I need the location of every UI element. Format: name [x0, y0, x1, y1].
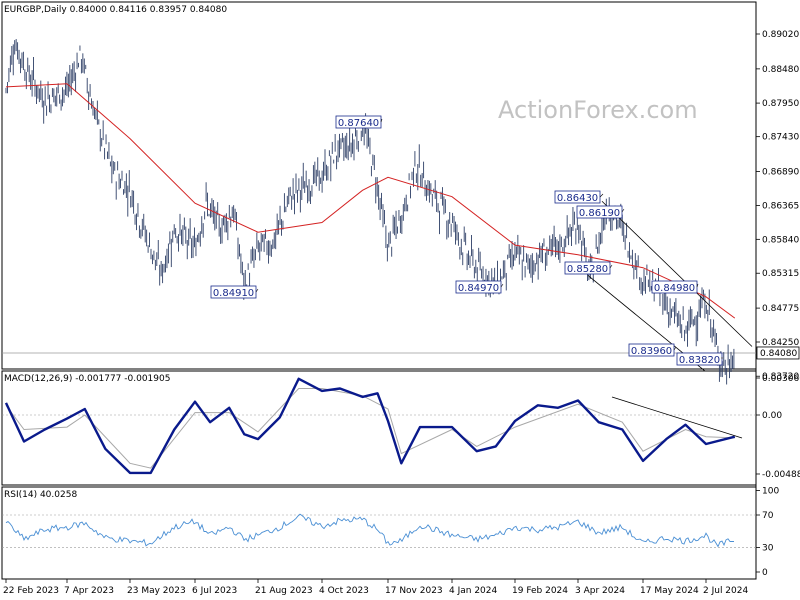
macd-trendline — [611, 396, 743, 439]
date-tick-label: 23 May 2023 — [127, 586, 186, 596]
price-annotation: 0.85280 — [564, 261, 613, 275]
price-tick-label: 0.89020 — [762, 30, 799, 40]
ohlc-bars — [5, 39, 735, 385]
price-tick-label: 0.86365 — [762, 201, 799, 211]
macd-header: MACD(12,26,9) -0.001777 -0.001905 — [4, 374, 171, 384]
rsi-tick-label: 100 — [762, 487, 779, 497]
date-tick-label: 4 Jan 2024 — [449, 586, 497, 596]
annotation-leader — [255, 288, 259, 293]
macd-line — [4, 377, 736, 475]
channel-upper-line — [601, 200, 753, 347]
price-annotation: 0.83960 — [628, 343, 677, 357]
date-tick-label: 6 Jul 2023 — [192, 586, 237, 596]
label-layer: 0.84910 0.87640 0.84970 0.86430 0.86190 0.852… — [210, 115, 723, 366]
date-tick-label: 4 Oct 2023 — [319, 586, 369, 596]
date-tick-label: 17 May 2024 — [640, 586, 699, 596]
date-tick-label: 22 Feb 2023 — [3, 586, 59, 596]
price-header: EURGBP,Daily 0.84000 0.84116 0.83957 0.8… — [4, 5, 228, 15]
price-annotation: 0.83820 — [676, 352, 723, 366]
annotation-leader — [621, 208, 625, 213]
price-tick-label: 0.88480 — [762, 65, 799, 75]
price-tick-label: 0.84775 — [762, 304, 799, 314]
macd-tick-label: -0.004888 — [762, 470, 800, 480]
rsi-tick-label: 70 — [762, 511, 774, 521]
date-tick-label: 17 Nov 2023 — [385, 586, 443, 596]
date-tick-label: 2 Jul 2024 — [703, 586, 748, 596]
price-annotation: 0.86190 — [576, 205, 625, 219]
rsi-layer — [2, 513, 756, 548]
price-tick-label: 0.83720 — [762, 372, 799, 382]
rsi-header: RSI(14) 40.0258 — [4, 490, 78, 500]
annotation-leader — [380, 118, 383, 123]
current-price-box — [756, 346, 800, 360]
annotation-leader — [609, 264, 613, 269]
annotation-leader — [696, 283, 699, 288]
annotation-label: 0.83960 — [631, 346, 672, 357]
price-annotation: 0.87640 — [335, 115, 383, 129]
date-tick-label: 3 Apr 2024 — [575, 586, 625, 596]
annotation-label: 0.84910 — [213, 288, 254, 299]
macd-tick-label: 0.00 — [762, 411, 782, 421]
price-tick-label: 0.87950 — [762, 99, 799, 109]
price-layer — [2, 39, 756, 385]
price-annotation: 0.84970 — [455, 280, 504, 294]
price-tick-label: 0.86890 — [762, 168, 799, 178]
price-tick-label: 0.85840 — [762, 235, 799, 245]
price-annotation: 0.86430 — [554, 190, 604, 204]
annotation-label: 0.83820 — [679, 355, 720, 366]
rsi-line — [5, 513, 735, 548]
price-tick-label: 0.87430 — [762, 133, 799, 143]
annotation-leader — [599, 193, 604, 198]
macd-layer — [2, 377, 756, 475]
date-tick-label: 7 Apr 2023 — [64, 586, 114, 596]
annotation-label: 0.86430 — [557, 193, 598, 204]
annotation-label: 0.84970 — [458, 283, 499, 294]
price-annotation: 0.84980 — [651, 280, 699, 294]
annotation-label: 0.84980 — [654, 283, 695, 294]
axis-layer: 0.89020 0.88480 0.87950 0.87430 0.86890 0.863… — [3, 30, 800, 596]
annotation-label: 0.85280 — [567, 264, 608, 275]
price-tick-label: 0.84250 — [762, 338, 799, 348]
rsi-panel-frame — [1, 486, 757, 580]
price-tick-label: 0.85315 — [762, 269, 799, 279]
price-annotation: 0.84910 — [210, 285, 259, 299]
current-price-label: 0.84080 — [760, 349, 797, 359]
moving-average-line — [5, 83, 736, 319]
annotation-leader — [673, 346, 677, 351]
annotation-leader — [500, 283, 504, 288]
watermark: ActionForex.com — [498, 96, 698, 124]
annotation-label: 0.87640 — [338, 118, 379, 129]
annotation-label: 0.86190 — [579, 208, 620, 219]
rsi-tick-label: 0 — [762, 568, 768, 578]
macd-panel-frame — [1, 370, 757, 486]
rsi-tick-label: 30 — [762, 544, 774, 554]
macd-tick-label: 0.003066 — [762, 374, 800, 384]
date-tick-label: 21 Aug 2023 — [255, 586, 313, 596]
date-tick-label: 19 Feb 2024 — [512, 586, 568, 596]
